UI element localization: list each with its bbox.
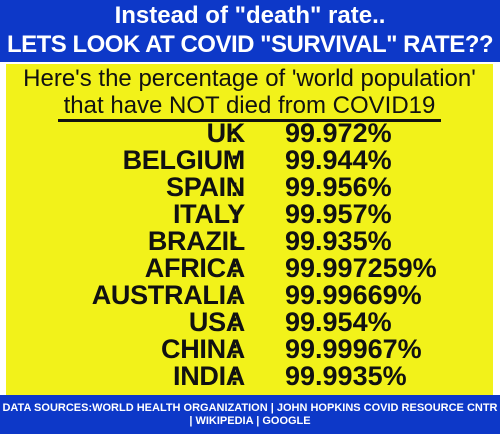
survival-percentage: 99.99669% [285, 280, 422, 310]
colon-separator: : [230, 253, 239, 283]
subtitle-line-2-text: that have NOT died from COVID19 [57, 92, 442, 122]
yellow-panel: Here's the percentage of 'world populati… [6, 64, 493, 395]
country-row-usa: USA : 99.954% [6, 309, 493, 336]
survival-percentage: 99.954% [285, 307, 392, 337]
survival-percentage: 99.99967% [285, 334, 422, 364]
colon-separator: : [230, 280, 239, 310]
sources-line-2: | WIKIPEDIA | GOOGLE [189, 415, 311, 427]
country-name: UK [206, 118, 246, 148]
header-banner: Instead of "death" rate.. LETS LOOK AT C… [0, 0, 500, 62]
country-name: BELGIUM [122, 145, 246, 175]
subtitle-line-1: Here's the percentage of 'world populati… [23, 65, 476, 92]
country-row-uk: UK : 99.972% [6, 120, 493, 147]
country-row-australia: AUSTRALIA : 99.99669% [6, 282, 493, 309]
survival-percentage: 99.997259% [285, 253, 437, 283]
survival-percentage: 99.957% [285, 199, 392, 229]
country-row-africa: AFRICA : 99.997259% [6, 255, 493, 282]
survival-percentage: 99.9935% [285, 361, 407, 391]
survival-percentage: 99.944% [285, 145, 392, 175]
country-name: USA [188, 307, 245, 337]
country-row-spain: SPAIN : 99.956% [6, 174, 493, 201]
country-row-brazil: BRAZIL : 99.935% [6, 228, 493, 255]
country-list: UK : 99.972% BELGIUM : 99.944% SPAIN : 9… [6, 120, 493, 390]
colon-separator: : [230, 226, 239, 256]
colon-separator: : [230, 172, 239, 202]
country-name: BRAZIL [147, 226, 245, 256]
header-line-2: LETS LOOK AT COVID "SURVIVAL" RATE?? [6, 31, 494, 58]
country-row-india: INDIA : 99.9935% [6, 363, 493, 390]
colon-separator: : [230, 334, 239, 364]
survival-percentage: 99.956% [285, 172, 392, 202]
subtitle-line-2: that have NOT died from COVID19 [6, 92, 493, 122]
country-name: CHINA [161, 334, 245, 364]
colon-separator: : [230, 145, 239, 175]
country-row-italy: ITALY : 99.957% [6, 201, 493, 228]
sources-line-1: DATA SOURCES:WORLD HEALTH ORGANIZATION |… [2, 402, 498, 414]
country-name: SPAIN [165, 172, 245, 202]
country-name: AUSTRALIA [91, 280, 246, 310]
colon-separator: : [230, 307, 239, 337]
country-name: ITALY [172, 199, 245, 229]
country-name: INDIA [173, 361, 245, 391]
survival-percentage: 99.935% [285, 226, 392, 256]
colon-separator: : [230, 361, 239, 391]
colon-separator: : [230, 118, 239, 148]
country-row-belgium: BELGIUM : 99.944% [6, 147, 493, 174]
header-line-1: Instead of "death" rate.. [114, 2, 386, 29]
country-name: AFRICA [144, 253, 246, 283]
sources-footer: DATA SOURCES:WORLD HEALTH ORGANIZATION |… [0, 395, 500, 434]
country-row-china: CHINA : 99.99967% [6, 336, 493, 363]
colon-separator: : [230, 199, 239, 229]
survival-percentage: 99.972% [285, 118, 392, 148]
